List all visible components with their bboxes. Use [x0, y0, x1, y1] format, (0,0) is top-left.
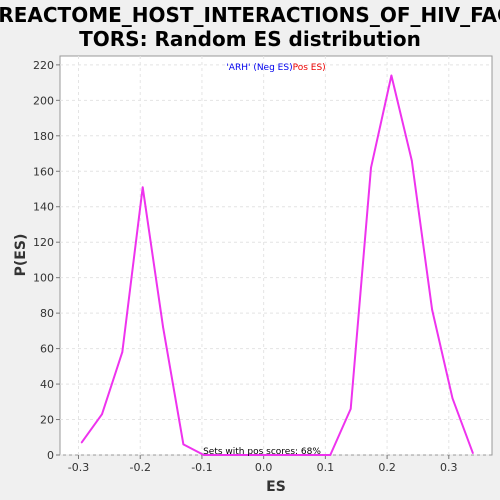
- x-tick-label: -0.1: [191, 461, 212, 474]
- y-tick-label: 100: [33, 272, 54, 285]
- series-point: [329, 454, 332, 456]
- y-tick-label: 180: [33, 130, 54, 143]
- y-tick-label: 200: [33, 94, 54, 107]
- plot-area: [59, 55, 493, 456]
- series-point: [162, 326, 164, 329]
- series-point: [182, 443, 185, 446]
- series-point: [121, 351, 124, 353]
- chart-title-line-1: REACTOME_HOST_INTERACTIONS_OF_HIV_FAC: [0, 3, 500, 27]
- y-tick-label: 140: [33, 201, 54, 214]
- series-point: [304, 454, 307, 456]
- y-tick-label: 160: [33, 165, 54, 178]
- y-tick-label: 40: [40, 378, 54, 391]
- chart-title-line-2: TORS: Random ES distribution: [79, 27, 421, 51]
- x-axis-label: ES: [266, 479, 286, 495]
- series-point: [390, 74, 393, 77]
- y-tick-label: 20: [40, 414, 54, 427]
- y-axis-label: P(ES): [13, 234, 29, 277]
- series-point: [349, 408, 352, 410]
- series-point: [80, 441, 83, 444]
- series-point: [370, 166, 372, 169]
- y-tick-label: 220: [33, 59, 54, 72]
- axes: 0 20 40 60 80 100 120 140 160 180 200 220 -0.3 -0.2 -0…: [33, 59, 458, 474]
- x-tick-label: 0.2: [378, 461, 396, 474]
- y-tick-label: 80: [40, 307, 54, 320]
- x-tick-label: 0.1: [317, 461, 335, 474]
- series-point: [223, 454, 225, 456]
- series-point: [202, 454, 205, 456]
- series-point: [325, 454, 327, 456]
- series-point: [451, 397, 454, 400]
- series-point: [431, 308, 433, 311]
- y-tick-label: 120: [33, 236, 54, 249]
- series-point: [264, 454, 266, 456]
- series-point: [284, 454, 287, 456]
- series-point: [472, 452, 474, 455]
- legend-entry-pos: Pos ES): [293, 63, 326, 73]
- series-layer: [80, 74, 474, 456]
- x-tick-label: -0.2: [129, 461, 150, 474]
- legend-entry-neg: 'ARH' (Neg ES): [226, 63, 292, 73]
- x-tick-label: 0.0: [255, 461, 273, 474]
- pos-scores-annotation: Sets with pos scores: 68%: [203, 447, 321, 457]
- series-point: [410, 159, 413, 162]
- series-point: [243, 454, 246, 456]
- legend: 'ARH' (Neg ES)Pos ES): [226, 63, 325, 73]
- y-tick-label: 60: [40, 343, 54, 356]
- series-point: [101, 413, 103, 416]
- series-point: [141, 186, 144, 189]
- y-tick-label: 0: [47, 449, 54, 462]
- x-tick-label: 0.3: [440, 461, 458, 474]
- x-tick-label: -0.3: [68, 461, 89, 474]
